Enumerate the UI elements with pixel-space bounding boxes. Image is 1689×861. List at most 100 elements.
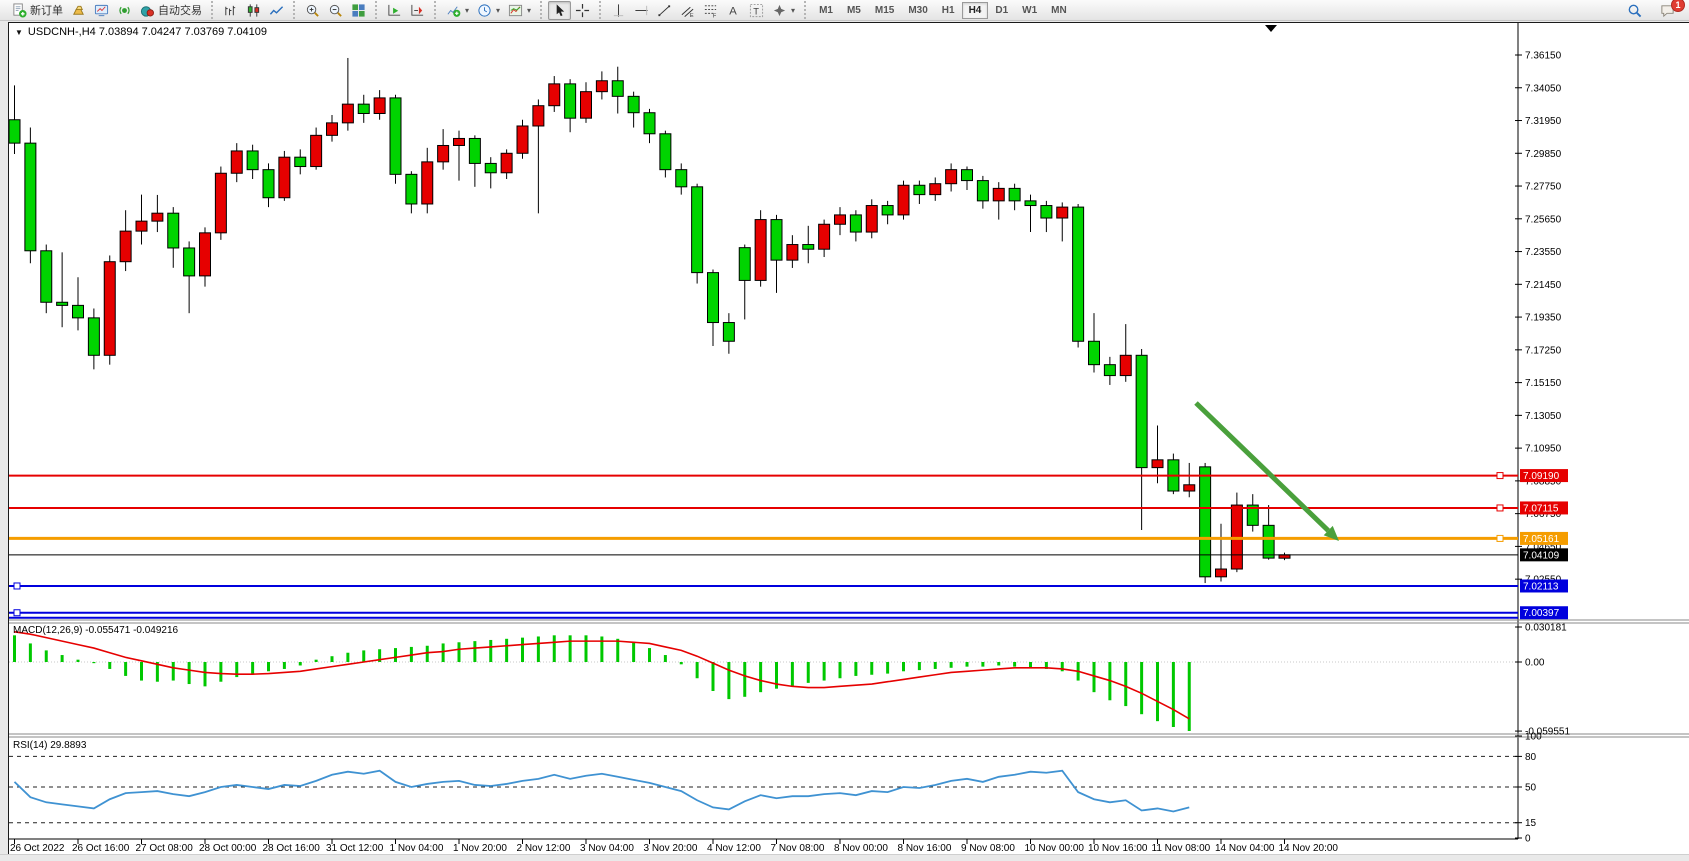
toolbar-right-tools: 1 bbox=[1623, 0, 1689, 20]
macd-tick-label: -0.059551 bbox=[1525, 727, 1570, 738]
chevron-down-icon[interactable]: ▾ bbox=[791, 5, 796, 15]
bear-candle bbox=[1024, 200, 1037, 207]
bear-candle bbox=[722, 322, 735, 342]
toolbar-group: 新订单 自动交易 bbox=[2, 1, 209, 19]
timeframe-m15[interactable]: M15 bbox=[874, 4, 895, 16]
timeframe-m1[interactable]: M1 bbox=[819, 4, 833, 16]
price-tag-label: 7.09190 bbox=[1523, 471, 1560, 482]
date-tick-label: 7 Nov 08:00 bbox=[771, 843, 825, 854]
notifications-button[interactable]: 1 bbox=[1656, 0, 1685, 20]
equidistant-channel-button[interactable]: E bbox=[676, 1, 699, 20]
templates-button[interactable]: ▾ bbox=[504, 1, 535, 20]
zoom-in-button[interactable] bbox=[301, 1, 324, 20]
timeframe-w1[interactable]: W1 bbox=[1022, 4, 1038, 16]
date-tick-label: 14 Nov 04:00 bbox=[1215, 843, 1275, 854]
date-tick-label: 11 Nov 08:00 bbox=[1152, 843, 1211, 854]
notification-badge: 1 bbox=[1671, 0, 1685, 12]
macd-pane: 0.030181 0.00 -0.059551 bbox=[9, 622, 1570, 738]
bear-candle bbox=[1199, 466, 1212, 578]
svg-text:E: E bbox=[690, 13, 694, 18]
chevron-down-icon[interactable]: ▾ bbox=[496, 5, 501, 15]
hline-handle[interactable] bbox=[1496, 504, 1504, 512]
date-tick-label: 14 Nov 20:00 bbox=[1279, 843, 1339, 854]
chevron-down-icon[interactable]: ▾ bbox=[527, 5, 532, 15]
cursor-button[interactable] bbox=[548, 0, 572, 20]
price-tick-label: 7.29850 bbox=[1525, 149, 1562, 160]
rsi-tick-label: 0 bbox=[1525, 834, 1531, 845]
bear-candle bbox=[72, 304, 84, 319]
timeframe-h1[interactable]: H1 bbox=[941, 4, 955, 16]
bull-candle bbox=[929, 183, 942, 196]
hline-handle[interactable] bbox=[13, 582, 21, 590]
signals-button[interactable] bbox=[113, 1, 136, 20]
bear-candle bbox=[738, 247, 751, 281]
search-icon bbox=[1628, 4, 1642, 17]
channel-icon: E bbox=[681, 6, 694, 18]
line-chart-button[interactable] bbox=[265, 1, 288, 20]
crosshair-button[interactable] bbox=[571, 1, 594, 20]
new-order-button-label: 新订单 bbox=[30, 5, 63, 17]
timeframe-group: M1 M5 M15 M30 H1 H4 D1 W1 MN bbox=[804, 1, 1077, 19]
bear-candle bbox=[913, 184, 926, 196]
bear-candle bbox=[564, 83, 577, 119]
bull-candle bbox=[818, 223, 831, 250]
trend-arrow[interactable] bbox=[1194, 401, 1339, 541]
chart-shift-button[interactable] bbox=[406, 1, 429, 20]
deposit-button[interactable] bbox=[67, 1, 90, 20]
bear-candle bbox=[56, 301, 69, 306]
bull-candle bbox=[214, 172, 227, 234]
bull-candle bbox=[945, 169, 958, 185]
hline-handle[interactable] bbox=[1496, 472, 1504, 480]
hline-handle[interactable] bbox=[1496, 534, 1504, 542]
timeframe-d1[interactable]: D1 bbox=[995, 4, 1009, 16]
auto-trading-button[interactable]: 自动交易 bbox=[136, 0, 206, 20]
bear-candle bbox=[40, 250, 53, 303]
bear-candle bbox=[707, 272, 719, 324]
symbol-dropdown-icon[interactable]: ▼ bbox=[15, 27, 23, 37]
price-tick-label: 7.04650 bbox=[1525, 542, 1562, 553]
bull-candle bbox=[453, 137, 465, 146]
bear-candle bbox=[611, 80, 624, 97]
text-label-button[interactable]: T bbox=[745, 1, 768, 20]
auto-scroll-button[interactable] bbox=[383, 1, 406, 20]
trendline-button[interactable] bbox=[653, 1, 676, 20]
rsi-tick-label: 100 bbox=[1525, 732, 1542, 743]
timeframe-h4[interactable]: H4 bbox=[961, 1, 989, 19]
search-button[interactable] bbox=[1623, 1, 1646, 20]
zoom-out-button[interactable] bbox=[324, 1, 347, 20]
arrow-shaft[interactable] bbox=[1194, 401, 1330, 533]
chevron-down-icon[interactable]: ▾ bbox=[465, 5, 470, 15]
periods-button[interactable]: ▾ bbox=[473, 1, 504, 20]
text-button[interactable]: A bbox=[722, 1, 745, 20]
market-watch-button[interactable] bbox=[90, 1, 113, 20]
bar-chart-button[interactable] bbox=[219, 1, 242, 20]
bull-candle bbox=[341, 103, 354, 124]
bear-candle bbox=[802, 244, 815, 250]
hline-handle[interactable] bbox=[13, 609, 21, 617]
arrows-button[interactable]: ▾ bbox=[768, 1, 799, 20]
chart-canvas[interactable]: 7.36150 7.34050 7.31950 7.29850 7.27750 7.256… bbox=[8, 23, 1689, 856]
timeframe-m5[interactable]: M5 bbox=[846, 4, 861, 16]
horizontal-line-button[interactable] bbox=[630, 1, 653, 20]
bull-candle bbox=[1151, 459, 1164, 469]
indicators-button[interactable]: ▾ bbox=[442, 1, 473, 20]
price-tag-label: 7.04109 bbox=[1523, 550, 1560, 561]
chart-shift-marker-icon[interactable] bbox=[1265, 25, 1277, 32]
text-a-icon: A bbox=[729, 5, 737, 17]
date-tick-label: 8 Nov 00:00 bbox=[834, 843, 888, 854]
chart-shift-icon bbox=[411, 4, 424, 16]
vertical-line-button[interactable] bbox=[607, 1, 630, 20]
tile-windows-button[interactable] bbox=[347, 1, 370, 20]
fibonacci-button[interactable]: F bbox=[699, 1, 722, 20]
shapes-icon bbox=[773, 4, 786, 16]
timeframe-m30[interactable]: M30 bbox=[908, 4, 928, 16]
new-order-button[interactable]: 新订单 bbox=[8, 0, 67, 20]
candlestick-chart-button[interactable] bbox=[242, 1, 265, 20]
bull-candle bbox=[897, 184, 910, 216]
price-tag-label: 7.07115 bbox=[1523, 503, 1559, 514]
timeframe-mn[interactable]: MN bbox=[1051, 4, 1067, 16]
bear-candle bbox=[246, 150, 259, 171]
tile-icon bbox=[352, 3, 365, 17]
macd-tick-label: 0.030181 bbox=[1525, 622, 1567, 633]
bear-candle bbox=[405, 173, 418, 205]
